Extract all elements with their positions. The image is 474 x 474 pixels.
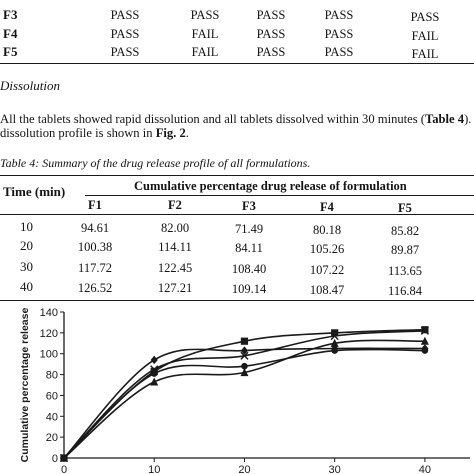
data-point-circle bbox=[421, 347, 429, 354]
x-tick-label: 30 bbox=[329, 464, 341, 474]
data-point-triangle bbox=[240, 368, 249, 377]
test-row-label: F4 bbox=[3, 26, 18, 41]
test-row-label: F5 bbox=[3, 44, 18, 59]
table-cell: 127.21 bbox=[157, 281, 193, 295]
table-cell: 109.14 bbox=[231, 282, 267, 296]
test-cell: PASS bbox=[110, 8, 140, 22]
data-point-diamond bbox=[240, 346, 249, 355]
test-cell: PASS bbox=[256, 27, 286, 41]
table-cell: 126.52 bbox=[77, 281, 113, 295]
data-point-x bbox=[240, 351, 249, 360]
paragraph-line: dissolution profile is shown in Fig. 2. bbox=[0, 126, 189, 141]
table-caption: Table 4: Summary of the drug release pro… bbox=[0, 156, 311, 170]
paragraph-text: . bbox=[185, 126, 189, 140]
y-tick-label: 20 bbox=[46, 432, 58, 444]
time-cell: 30 bbox=[20, 259, 33, 274]
x-tick-label: 20 bbox=[238, 464, 250, 474]
data-point-square bbox=[331, 329, 339, 337]
table-cell: 85.82 bbox=[390, 224, 420, 238]
table-cell: 80.18 bbox=[312, 223, 342, 237]
data-point-circle bbox=[60, 454, 68, 462]
y-tick-label: 100 bbox=[40, 349, 58, 361]
table-cell: 84.11 bbox=[235, 241, 263, 255]
group-header-rule bbox=[85, 195, 474, 196]
data-point-circle bbox=[241, 362, 248, 370]
data-point-square bbox=[240, 337, 249, 345]
table-cell: 107.22 bbox=[309, 263, 345, 277]
y-tick-label: 140 bbox=[40, 307, 58, 319]
data-point-diamond bbox=[150, 355, 158, 365]
table-cell: 122.45 bbox=[157, 261, 193, 275]
x-tick-label: 10 bbox=[148, 464, 160, 474]
paragraph-text: All the tablets showed rapid dissolution… bbox=[0, 112, 425, 126]
time-cell: 10 bbox=[20, 219, 33, 234]
time-cell: 20 bbox=[20, 238, 33, 253]
test-cell: FAIL bbox=[411, 47, 439, 61]
table-cell: 89.87 bbox=[390, 243, 420, 257]
data-point-x bbox=[330, 331, 339, 341]
paragraph-text: dissolution profile is shown in bbox=[0, 126, 156, 140]
table-cell: 116.84 bbox=[388, 284, 422, 298]
table-cell: 108.40 bbox=[231, 262, 267, 276]
column-header: F4 bbox=[320, 200, 334, 214]
column-header: F3 bbox=[242, 199, 256, 213]
table-cell: 100.38 bbox=[77, 240, 113, 254]
table-top-rule bbox=[0, 175, 474, 176]
table-bottom-rule bbox=[0, 300, 474, 301]
table-cell: 105.26 bbox=[309, 242, 345, 256]
data-point-triangle bbox=[420, 336, 429, 345]
time-cell: 40 bbox=[20, 279, 33, 294]
column-header: F1 bbox=[88, 198, 102, 212]
test-cell: PASS bbox=[110, 27, 140, 41]
table-cell: 117.72 bbox=[78, 261, 112, 275]
table-bottom-rule bbox=[0, 63, 474, 64]
paragraph-text: ). The bbox=[464, 112, 474, 126]
table-reference-link[interactable]: Table 4 bbox=[425, 112, 465, 126]
data-point-circle bbox=[331, 347, 338, 354]
y-tick-label: 80 bbox=[46, 370, 58, 382]
column-header: F5 bbox=[398, 201, 412, 215]
time-column-header: Time (min) bbox=[3, 184, 66, 199]
table-cell: 94.61 bbox=[80, 221, 110, 235]
test-cell: PASS bbox=[324, 45, 354, 59]
test-cell: PASS bbox=[256, 45, 286, 59]
y-axis-label: Cumulative percentage release bbox=[19, 308, 31, 463]
y-tick-label: 40 bbox=[46, 411, 58, 423]
y-tick-label: 120 bbox=[40, 328, 58, 340]
section-heading: Dissolution bbox=[0, 78, 60, 93]
test-cell: PASS bbox=[256, 8, 286, 22]
test-cell: PASS bbox=[324, 8, 354, 22]
y-tick-label: 60 bbox=[46, 390, 58, 402]
table-cell: 113.65 bbox=[388, 264, 422, 278]
table-cell: 114.11 bbox=[158, 240, 192, 254]
data-point-x bbox=[420, 326, 429, 335]
test-row-label: F3 bbox=[3, 7, 18, 22]
test-cell: PASS bbox=[190, 8, 220, 22]
table-cell: 108.47 bbox=[309, 283, 345, 297]
test-cell: FAIL bbox=[411, 29, 439, 43]
x-tick-label: 0 bbox=[61, 464, 67, 474]
y-tick-label: 0 bbox=[52, 453, 58, 465]
header-bottom-rule bbox=[0, 214, 474, 215]
table-cell: 71.49 bbox=[234, 222, 264, 236]
data-point-triangle bbox=[330, 338, 339, 347]
test-cell: FAIL bbox=[191, 27, 219, 41]
table-cell: 82.00 bbox=[160, 221, 190, 235]
data-point-circle bbox=[150, 370, 158, 377]
test-cell: PASS bbox=[410, 10, 440, 24]
test-cell: PASS bbox=[324, 27, 354, 41]
data-point-triangle bbox=[150, 377, 159, 386]
test-cell: FAIL bbox=[191, 45, 219, 59]
data-point-square bbox=[421, 326, 429, 334]
group-header: Cumulative percentage drug release of fo… bbox=[134, 179, 407, 193]
test-cell: PASS bbox=[110, 45, 140, 59]
column-header: F2 bbox=[168, 198, 182, 212]
figure-reference-link[interactable]: Fig. 2 bbox=[155, 126, 186, 140]
paragraph-line: All the tablets showed rapid dissolution… bbox=[0, 112, 474, 127]
x-tick-label: 40 bbox=[419, 464, 431, 474]
